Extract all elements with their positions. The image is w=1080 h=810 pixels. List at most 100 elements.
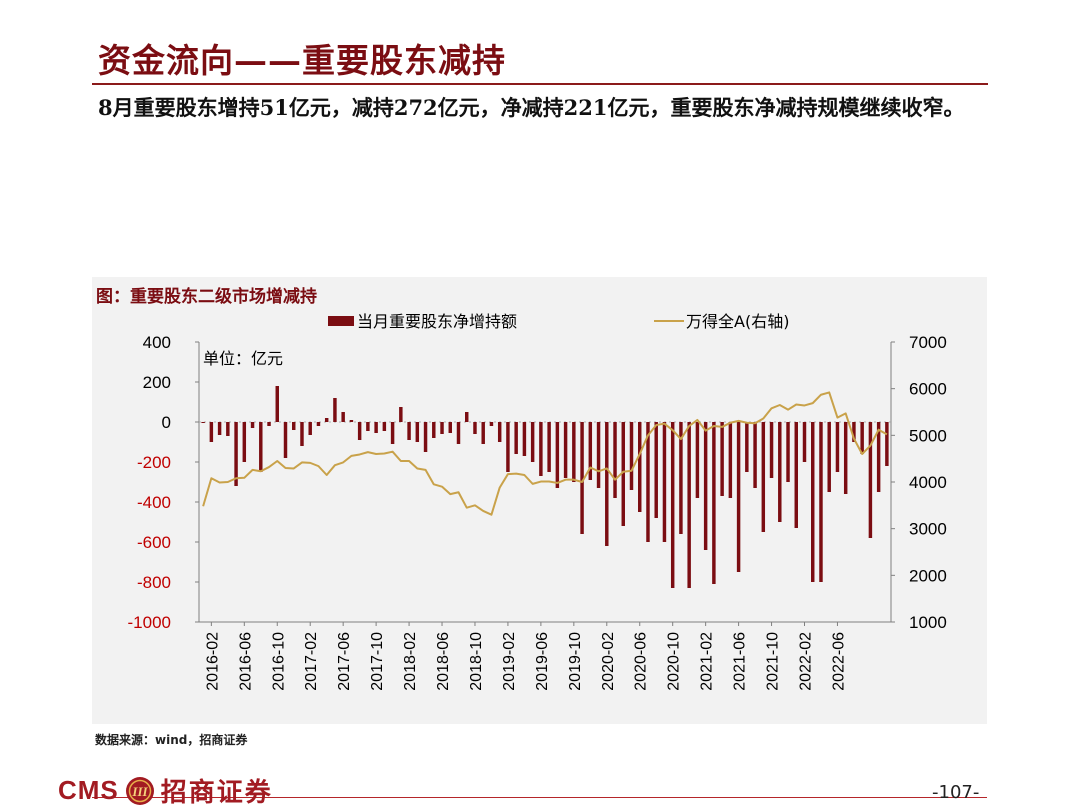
page-title: 资金流向——重要股东减持 bbox=[98, 41, 506, 80]
right-tick-label: 3000 bbox=[909, 520, 947, 539]
bar bbox=[522, 422, 527, 456]
x-tick-label: 2018-02 bbox=[402, 632, 419, 691]
bar bbox=[440, 422, 444, 434]
unit-label: 单位：亿元 bbox=[203, 349, 283, 368]
bar bbox=[885, 422, 889, 466]
bar bbox=[876, 422, 881, 492]
bar bbox=[852, 422, 856, 442]
bar bbox=[489, 422, 494, 426]
bar bbox=[621, 422, 625, 526]
seal-mark: III bbox=[131, 784, 148, 799]
bar bbox=[778, 422, 782, 522]
cms-logo: CMS III 招商证券 bbox=[58, 772, 273, 809]
bar bbox=[316, 422, 321, 426]
bar bbox=[308, 422, 312, 435]
bar bbox=[703, 422, 708, 550]
x-tick-label: 2018-06 bbox=[435, 632, 452, 691]
legend: 当月重要股东净增持额 万得全A(右轴) bbox=[328, 312, 789, 331]
bar bbox=[802, 422, 807, 462]
index-line bbox=[202, 391, 888, 516]
bar bbox=[390, 422, 395, 444]
x-tick-label: 2017-02 bbox=[303, 632, 320, 691]
summary-text: 8月重要股东增持51亿元，减持272亿元，净减持221亿元，重要股东净减持规模继… bbox=[98, 95, 965, 120]
right-tick-label: 2000 bbox=[909, 566, 947, 585]
left-tick-label: 200 bbox=[143, 373, 171, 392]
bar bbox=[539, 422, 543, 476]
bar bbox=[547, 422, 551, 472]
x-tick-label: 2022-06 bbox=[830, 632, 847, 691]
bar bbox=[555, 422, 560, 488]
bar bbox=[596, 422, 601, 488]
left-tick-label: -1000 bbox=[128, 613, 171, 632]
bar bbox=[687, 422, 691, 588]
left-tick-label: 0 bbox=[162, 413, 171, 432]
bar bbox=[283, 422, 288, 458]
bar bbox=[860, 422, 864, 454]
bar bbox=[341, 412, 345, 422]
x-tick-label: 2016-02 bbox=[204, 632, 221, 691]
bar bbox=[605, 422, 609, 546]
bar bbox=[629, 422, 634, 490]
bar bbox=[275, 386, 279, 422]
bar bbox=[201, 422, 205, 423]
bar bbox=[514, 422, 518, 454]
bar bbox=[563, 422, 568, 478]
bar bbox=[662, 422, 667, 542]
bar bbox=[588, 422, 593, 480]
x-tick-label: 2020-10 bbox=[666, 632, 683, 691]
logo-text-en: CMS bbox=[58, 775, 119, 805]
x-tick-label: 2017-06 bbox=[336, 632, 353, 691]
bar bbox=[217, 422, 222, 435]
bar bbox=[456, 422, 461, 444]
left-tick-label: 400 bbox=[143, 333, 171, 352]
chart-panel bbox=[92, 277, 987, 724]
right-tick-label: 4000 bbox=[909, 473, 947, 492]
bar bbox=[572, 422, 576, 482]
right-tick-label: 7000 bbox=[909, 333, 947, 352]
page-number: -107- bbox=[932, 782, 980, 803]
bar bbox=[382, 422, 387, 431]
left-tick-label: -400 bbox=[137, 493, 171, 512]
bar bbox=[333, 398, 337, 422]
x-tick-label: 2019-10 bbox=[567, 632, 584, 691]
logo-text-cn: 招商证券 bbox=[160, 778, 273, 808]
right-tick-label: 5000 bbox=[909, 426, 947, 445]
left-tick-label: -600 bbox=[137, 533, 171, 552]
bar bbox=[448, 422, 452, 433]
bar bbox=[415, 422, 420, 442]
x-tick-label: 2020-06 bbox=[633, 632, 650, 691]
title-divider bbox=[92, 83, 988, 85]
bar bbox=[506, 422, 510, 472]
bar bbox=[267, 422, 271, 426]
x-tick-label: 2021-10 bbox=[765, 632, 782, 691]
cms-seal-icon: III bbox=[125, 776, 154, 805]
bar bbox=[292, 422, 296, 430]
bar bbox=[819, 422, 823, 582]
bar bbox=[465, 412, 469, 422]
bar bbox=[827, 422, 831, 492]
x-tick-label: 2022-02 bbox=[798, 632, 815, 691]
bar bbox=[423, 422, 428, 452]
right-tick-label: 1000 bbox=[909, 613, 947, 632]
bar bbox=[670, 422, 675, 588]
bar bbox=[481, 422, 485, 444]
bar bbox=[728, 422, 733, 498]
right-tick-label: 6000 bbox=[909, 380, 947, 399]
bar bbox=[432, 422, 436, 438]
x-tick-label: 2020-02 bbox=[600, 632, 617, 691]
bar bbox=[786, 422, 790, 482]
x-tick-label: 2019-02 bbox=[501, 632, 518, 691]
bar bbox=[530, 422, 535, 462]
bar bbox=[324, 418, 329, 422]
bar bbox=[654, 422, 658, 518]
bar bbox=[745, 422, 749, 472]
left-tick-label: -200 bbox=[137, 453, 171, 472]
x-tick-label: 2017-10 bbox=[369, 632, 386, 691]
bar bbox=[357, 422, 362, 440]
x-tick-label: 2019-06 bbox=[534, 632, 551, 691]
x-tick-label: 2018-10 bbox=[468, 632, 485, 691]
bar bbox=[234, 422, 238, 486]
bar bbox=[209, 422, 214, 442]
bar bbox=[613, 422, 617, 498]
bar bbox=[374, 422, 378, 433]
